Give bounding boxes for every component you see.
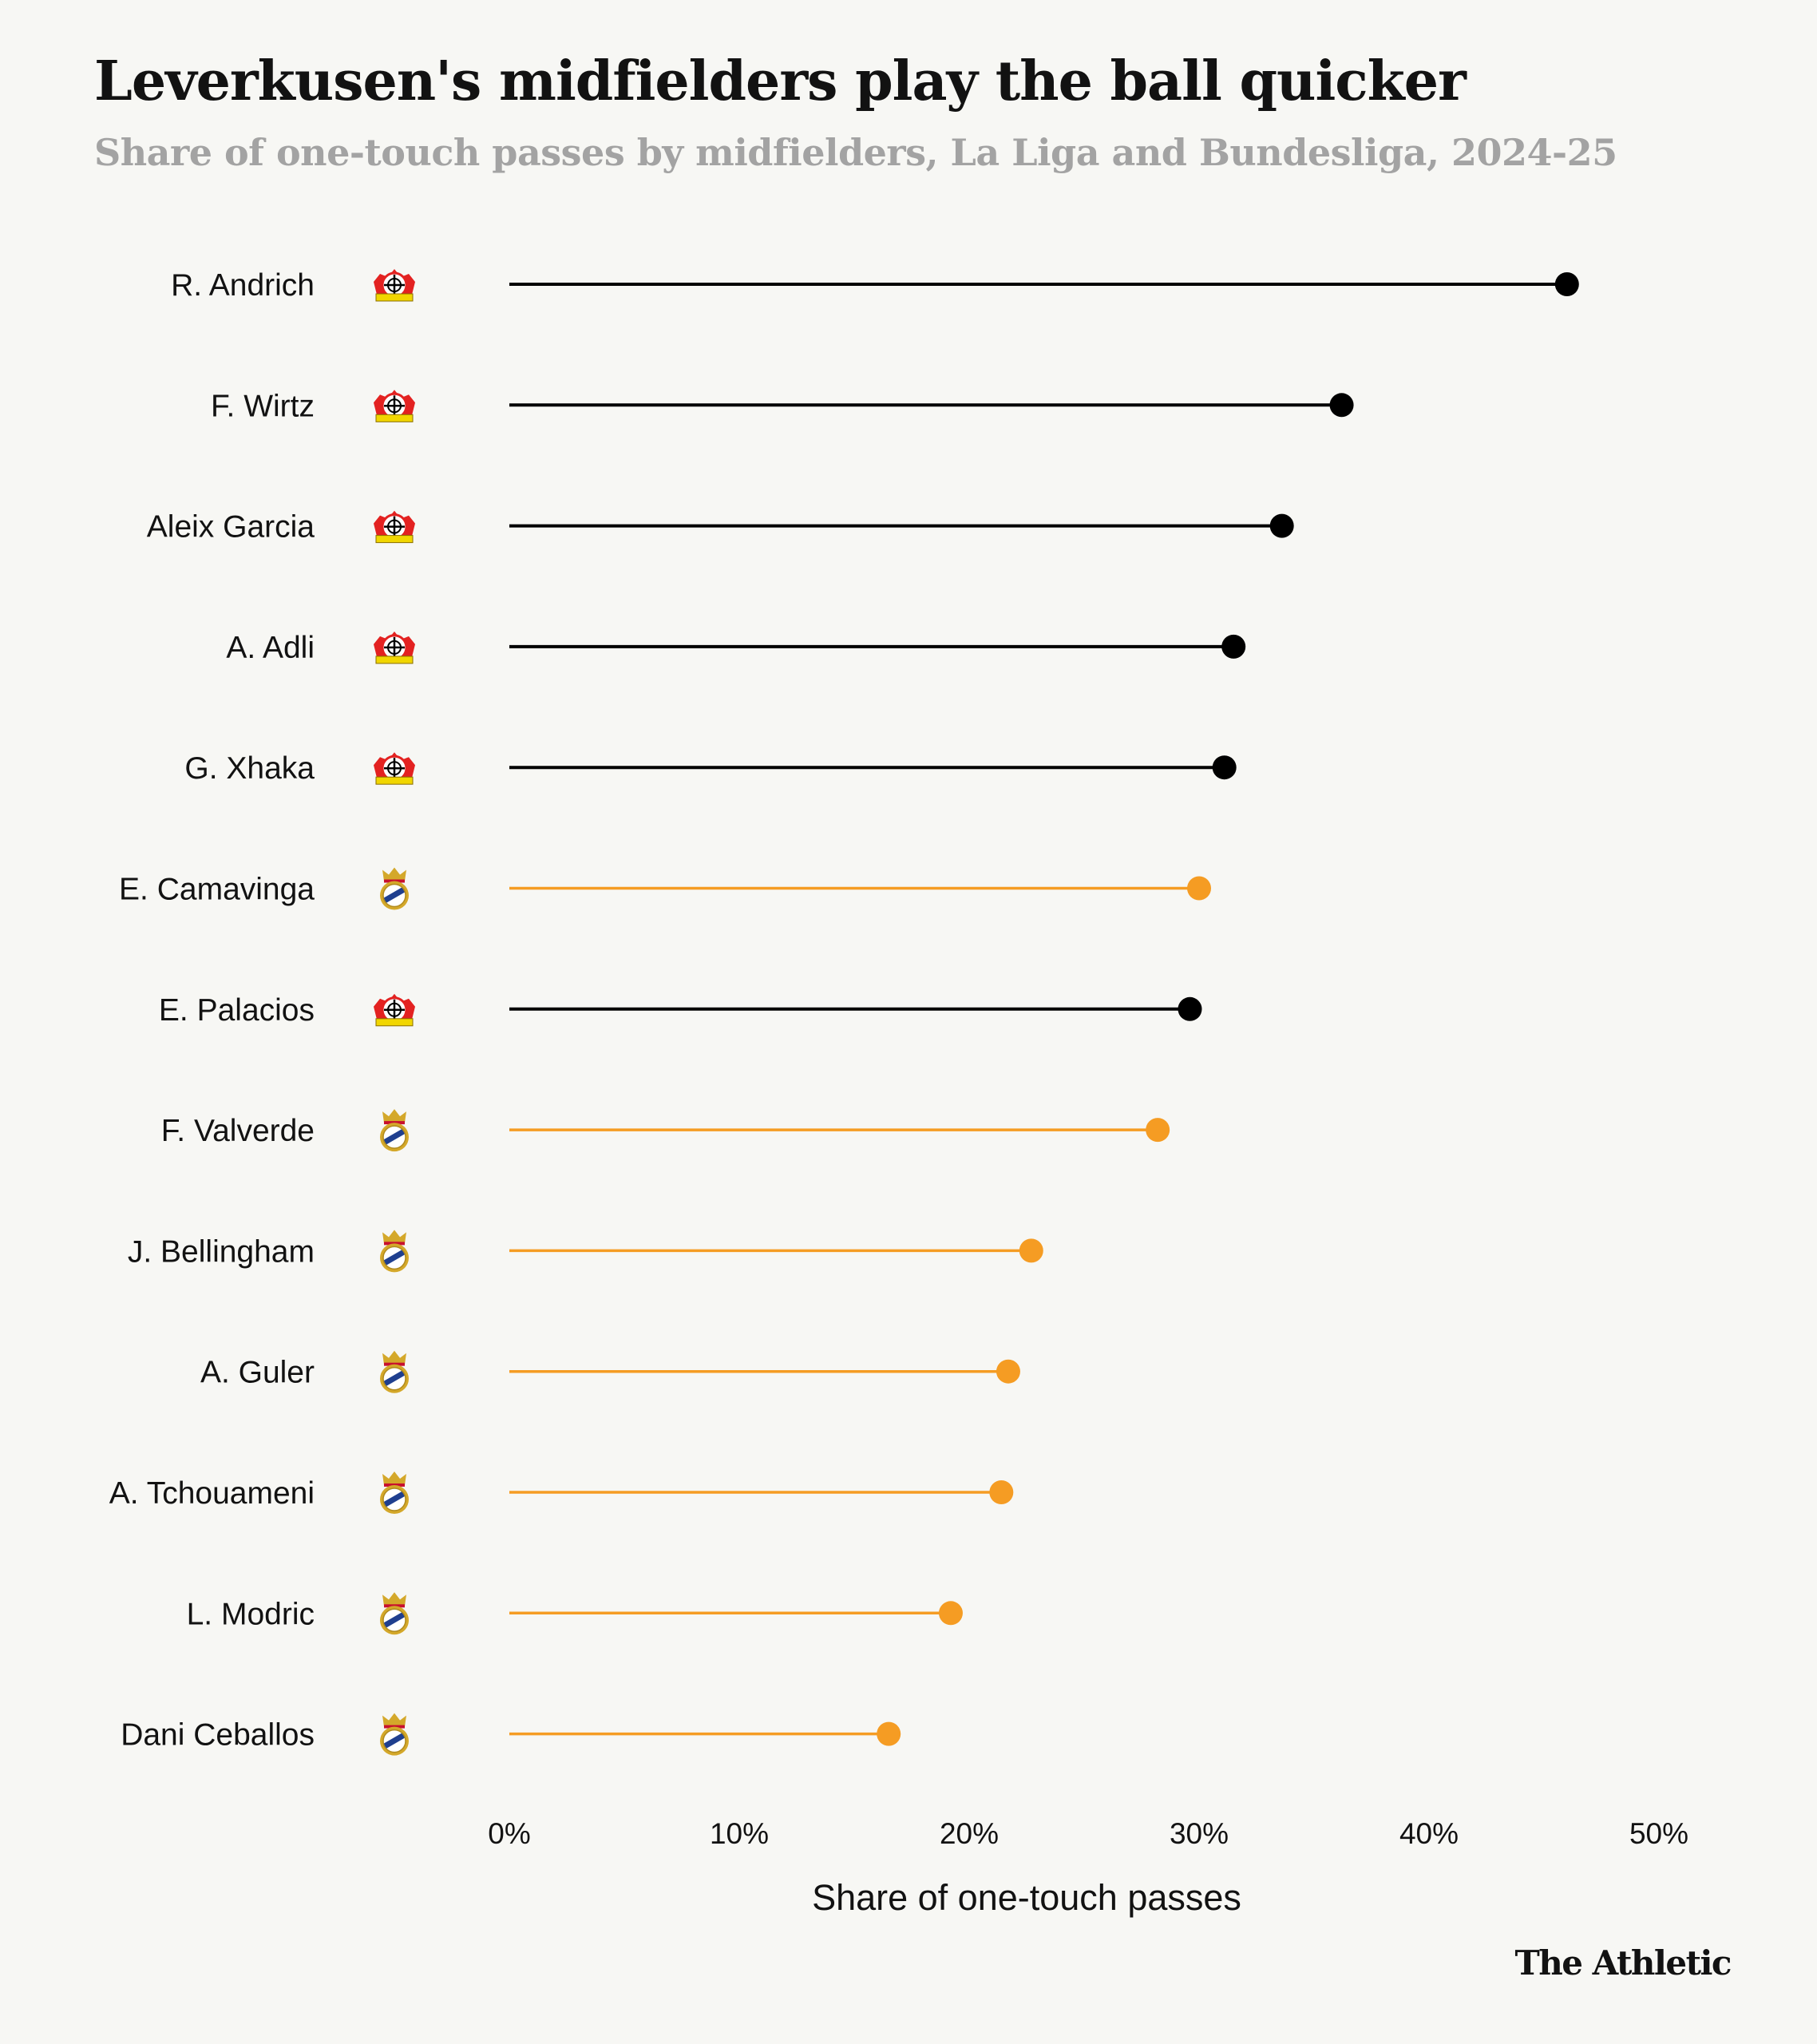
player-row: R. Andrich bbox=[171, 267, 1579, 303]
player-row: Aleix Garcia bbox=[147, 509, 1294, 545]
real-madrid-crest-icon bbox=[379, 1591, 410, 1636]
x-tick-label: 10% bbox=[710, 1817, 769, 1850]
x-tick-label: 0% bbox=[488, 1817, 530, 1850]
lollipop-dot bbox=[1269, 513, 1294, 538]
player-row: G. Xhaka bbox=[184, 751, 1237, 786]
player-name-label: L. Modric bbox=[187, 1597, 315, 1631]
real-madrid-crest-icon bbox=[379, 1229, 410, 1274]
lollipop-dot bbox=[1221, 634, 1246, 659]
brand-logo: The Athletic bbox=[1514, 1943, 1732, 1983]
player-row: A. Adli bbox=[226, 630, 1246, 665]
x-tick-label: 20% bbox=[940, 1817, 999, 1850]
player-name-label: A. Adli bbox=[226, 631, 315, 665]
lollipop-dot bbox=[1329, 393, 1354, 418]
player-name-label: E. Camavinga bbox=[119, 873, 315, 907]
lollipop-dot bbox=[1146, 1118, 1170, 1143]
player-row: F. Valverde bbox=[161, 1108, 1170, 1152]
lollipop-dot bbox=[877, 1721, 901, 1746]
player-row: E. Camavinga bbox=[119, 866, 1211, 911]
player-row: Dani Ceballos bbox=[121, 1712, 901, 1757]
player-name-label: A. Guler bbox=[200, 1356, 315, 1390]
x-tick-label: 30% bbox=[1170, 1817, 1229, 1850]
x-tick-label: 50% bbox=[1629, 1817, 1688, 1850]
leverkusen-crest-icon bbox=[372, 992, 417, 1028]
leverkusen-crest-icon bbox=[372, 751, 417, 786]
player-name-label: A. Tchouameni bbox=[109, 1476, 315, 1511]
lollipop-dot bbox=[1554, 272, 1579, 296]
lollipop-dot bbox=[989, 1480, 1014, 1504]
player-name-label: Dani Ceballos bbox=[121, 1718, 315, 1753]
player-row: E. Palacios bbox=[159, 992, 1202, 1028]
leverkusen-crest-icon bbox=[372, 509, 417, 545]
real-madrid-crest-icon bbox=[379, 1712, 410, 1757]
lollipop-dot bbox=[1212, 755, 1237, 780]
player-name-label: Aleix Garcia bbox=[147, 510, 315, 545]
lollipop-dot bbox=[938, 1601, 963, 1626]
lollipop-dot bbox=[996, 1359, 1020, 1384]
leverkusen-crest-icon bbox=[372, 267, 417, 303]
player-name-label: F. Valverde bbox=[161, 1114, 315, 1148]
real-madrid-crest-icon bbox=[379, 1471, 410, 1515]
player-name-label: J. Bellingham bbox=[128, 1234, 315, 1269]
player-name-label: E. Palacios bbox=[159, 993, 315, 1028]
x-axis-title: Share of one-touch passes bbox=[812, 1877, 1241, 1918]
player-row: A. Guler bbox=[200, 1349, 1020, 1394]
chart-title: Leverkusen's midfielders play the ball q… bbox=[94, 50, 1467, 113]
chart-subtitle: Share of one-touch passes by midfielders… bbox=[94, 131, 1617, 174]
lollipop-dot bbox=[1019, 1238, 1043, 1263]
real-madrid-crest-icon bbox=[379, 866, 410, 911]
x-tick-label: 40% bbox=[1399, 1817, 1459, 1850]
real-madrid-crest-icon bbox=[379, 1349, 410, 1394]
player-name-label: F. Wirtz bbox=[211, 389, 315, 423]
real-madrid-crest-icon bbox=[379, 1108, 410, 1152]
player-row: A. Tchouameni bbox=[109, 1471, 1014, 1515]
lollipop-dot bbox=[1178, 996, 1202, 1021]
player-name-label: R. Andrich bbox=[171, 268, 315, 303]
lollipop-dot bbox=[1187, 876, 1211, 901]
leverkusen-crest-icon bbox=[372, 630, 417, 665]
player-row: J. Bellingham bbox=[128, 1229, 1043, 1274]
player-row: L. Modric bbox=[187, 1591, 963, 1636]
player-name-label: G. Xhaka bbox=[184, 751, 315, 786]
player-row: F. Wirtz bbox=[211, 388, 1354, 423]
leverkusen-crest-icon bbox=[372, 388, 417, 423]
